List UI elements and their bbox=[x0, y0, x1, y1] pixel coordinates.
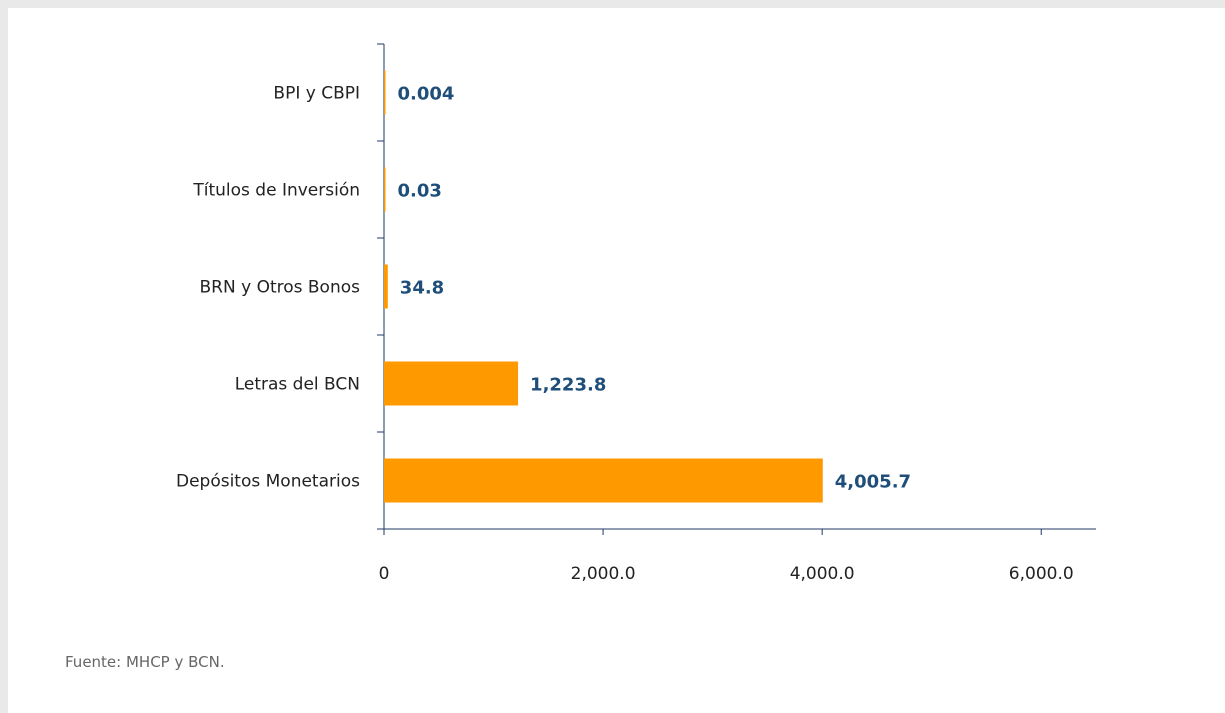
data-label: 0.004 bbox=[398, 84, 455, 105]
bar bbox=[384, 458, 823, 503]
x-tick-label: 4,000.0 bbox=[790, 564, 855, 584]
category-label: Títulos de Inversión bbox=[192, 181, 360, 201]
source-note: Fuente: MHCP y BCN. bbox=[65, 653, 225, 671]
bar bbox=[384, 264, 388, 309]
bar bbox=[384, 167, 386, 212]
x-tick-label: 0 bbox=[379, 564, 390, 584]
data-label: 34.8 bbox=[400, 278, 444, 299]
bar-chart: 0 2,000.0 4,000.0 6,000.0 BPI y CBPI 0.004 Tít… bbox=[176, 43, 1096, 584]
bar bbox=[384, 70, 386, 115]
bar bbox=[384, 361, 519, 406]
data-label: 1,223.8 bbox=[530, 375, 606, 396]
x-tick-label: 6,000.0 bbox=[1009, 564, 1074, 584]
category-label: BRN y Otros Bonos bbox=[200, 278, 361, 298]
category-label: BPI y CBPI bbox=[273, 84, 360, 104]
x-tick-label: 2,000.0 bbox=[571, 564, 636, 584]
data-label: 4,005.7 bbox=[835, 472, 911, 493]
category-label: Letras del BCN bbox=[235, 375, 360, 395]
chart-card: 0 2,000.0 4,000.0 6,000.0 BPI y CBPI 0.004 Tít… bbox=[8, 8, 1225, 713]
category-label: Depósitos Monetarios bbox=[176, 472, 360, 492]
data-label: 0.03 bbox=[398, 181, 442, 202]
